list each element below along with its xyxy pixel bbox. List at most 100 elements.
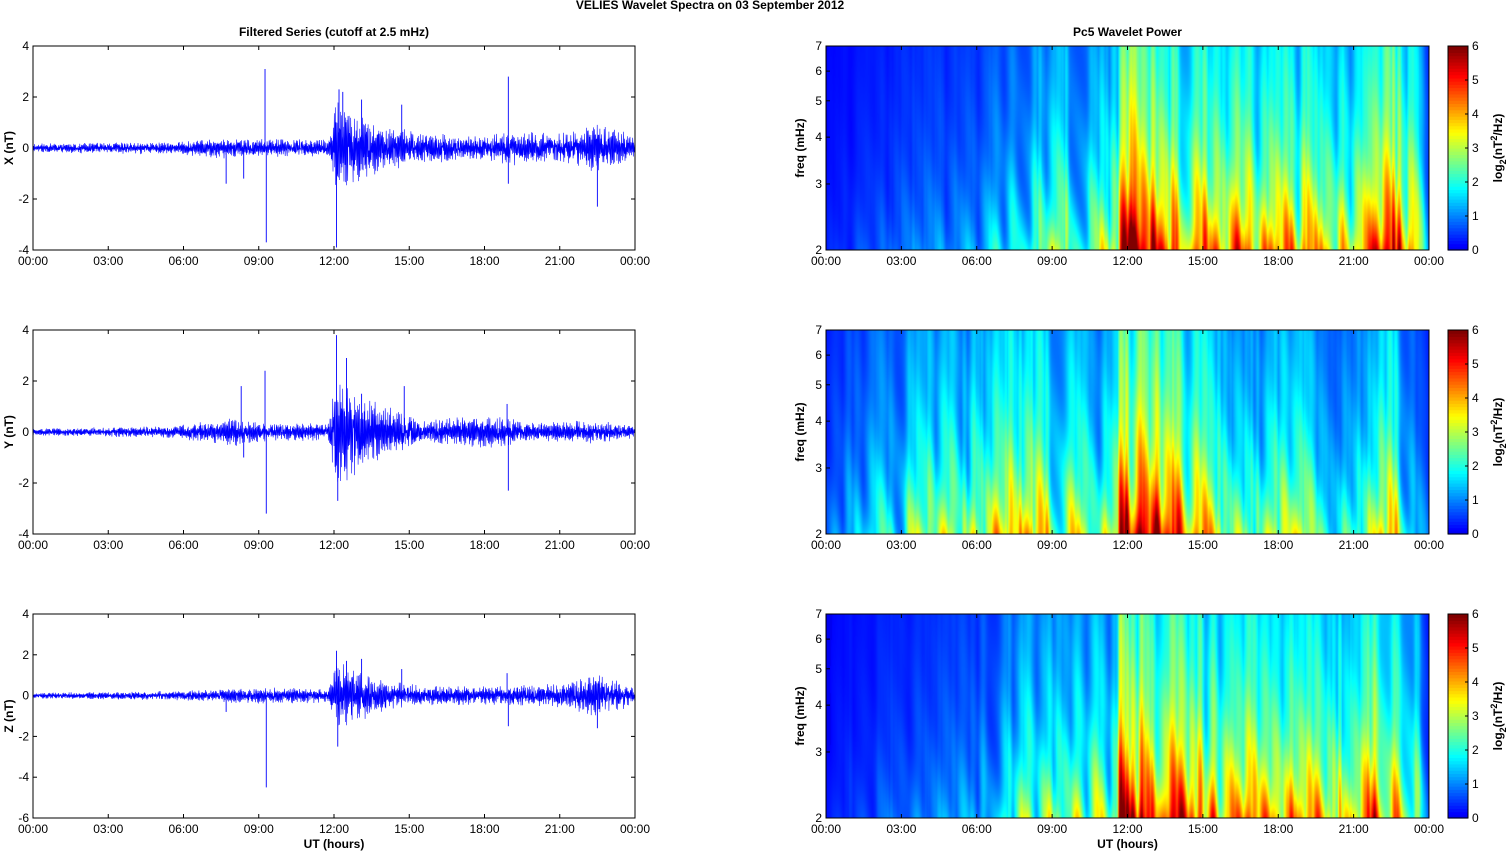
- colorbar-swatch: [1448, 199, 1468, 203]
- x-tick-label: 21:00: [1339, 254, 1369, 268]
- x-tick-label: 03:00: [93, 254, 123, 268]
- colorbar-swatch: [1448, 412, 1468, 417]
- x-tick-label: 21:00: [1339, 538, 1369, 552]
- heatmap-panel-4: 2 3 4 5 6 7 freq (mHz) 00:00 03:00 06:00 09:00 12:0…: [793, 323, 1508, 552]
- x-tick-label: 12:00: [319, 822, 349, 836]
- colorbar-swatch: [1448, 336, 1468, 341]
- colorbar-swatch: [1448, 808, 1468, 813]
- x-tick-label: 09:00: [1037, 822, 1067, 836]
- signal-trace: [32, 384, 636, 482]
- colorbar-tick-label: 3: [1472, 425, 1479, 439]
- x-tick-label: 12:00: [319, 254, 349, 268]
- colorbar-swatch: [1448, 352, 1468, 357]
- colorbar-swatch: [1448, 333, 1468, 337]
- colorbar-swatch: [1448, 132, 1468, 136]
- x-tick-label: 09:00: [1037, 538, 1067, 552]
- colorbar-swatch: [1448, 712, 1468, 717]
- colorbar-swatch: [1448, 731, 1468, 736]
- signal-trace: [32, 664, 636, 726]
- colorbar-swatch: [1448, 757, 1468, 762]
- colorbar-swatch: [1448, 661, 1468, 666]
- colorbar-swatch: [1448, 652, 1468, 657]
- colorbar-swatch: [1448, 498, 1468, 503]
- x-tick-label: 12:00: [1112, 538, 1142, 552]
- x-tick-label: 15:00: [394, 254, 424, 268]
- colorbar-swatch: [1448, 476, 1468, 481]
- y-tick-label: 2: [815, 811, 822, 825]
- x-tick-label: 00:00: [1414, 538, 1444, 552]
- y-tick-label: 7: [815, 39, 822, 53]
- colorbar-swatch: [1448, 629, 1468, 634]
- colorbar-swatch: [1448, 195, 1468, 200]
- colorbar-swatch: [1448, 416, 1468, 420]
- x-tick-label: 06:00: [962, 254, 992, 268]
- colorbar-swatch: [1448, 473, 1468, 478]
- x-tick-label: 21:00: [545, 822, 575, 836]
- colorbar-swatch: [1448, 403, 1468, 408]
- colorbar-swatch: [1448, 684, 1468, 688]
- colorbar-swatch: [1448, 109, 1468, 114]
- colorbar-swatch: [1448, 738, 1468, 743]
- colorbar-swatch: [1448, 489, 1468, 494]
- colorbar-swatch: [1448, 709, 1468, 714]
- colorbar-swatch: [1448, 674, 1468, 679]
- colorbar-tick-label: 5: [1472, 641, 1479, 655]
- colorbar-swatch: [1448, 116, 1468, 120]
- colorbar: 0 1 2 3 4 5 6 log2(nT2/Hz): [1447, 323, 1508, 541]
- colorbar-swatch: [1448, 160, 1468, 165]
- colorbar-swatch: [1448, 211, 1468, 216]
- colorbar-swatch: [1448, 642, 1468, 647]
- colorbar-swatch: [1448, 205, 1468, 210]
- colorbar-swatch: [1448, 665, 1468, 669]
- colorbar-swatch: [1448, 495, 1468, 500]
- colorbar-swatch: [1448, 463, 1468, 468]
- colorbar-swatch: [1448, 639, 1468, 644]
- colorbar-swatch: [1448, 409, 1468, 414]
- colorbar-swatch: [1448, 234, 1468, 238]
- y-tick-label: 5: [815, 662, 822, 676]
- colorbar-swatch: [1448, 492, 1468, 497]
- colorbar-swatch: [1448, 428, 1468, 433]
- colorbar-swatch: [1448, 176, 1468, 181]
- colorbar-swatch: [1448, 767, 1468, 771]
- y-tick-label: 5: [815, 94, 822, 108]
- colorbar-swatch: [1448, 725, 1468, 730]
- colorbar-tick-label: 1: [1472, 209, 1479, 223]
- colorbar-tick-label: 1: [1472, 777, 1479, 791]
- x-tick-label: 00:00: [1414, 254, 1444, 268]
- colorbar-swatch: [1448, 393, 1468, 398]
- colorbar-swatch: [1448, 671, 1468, 676]
- line-panel-0: -4 -2 0 2 4 X (nT) 00:00 03:00 06:00 09:00 12:00 15…: [2, 25, 650, 268]
- y-tick-label: -4: [18, 527, 29, 541]
- x-axis-label: UT (hours): [304, 837, 365, 851]
- colorbar-tick-label: 0: [1472, 811, 1479, 825]
- colorbar-swatch: [1448, 432, 1468, 436]
- y-tick-label: 4: [22, 39, 29, 53]
- y-tick-label: 2: [22, 374, 29, 388]
- colorbar-swatch: [1448, 802, 1468, 806]
- colorbar-swatch: [1448, 511, 1468, 516]
- x-axis-label: UT (hours): [1097, 837, 1158, 851]
- y-tick-label: 2: [22, 648, 29, 662]
- colorbar-tick-label: 0: [1472, 527, 1479, 541]
- colorbar-swatch: [1448, 620, 1468, 625]
- colorbar-swatch: [1448, 677, 1468, 682]
- colorbar-swatch: [1448, 744, 1468, 749]
- heatmap-panel-3: 2 3 4 5 6 7 freq (mHz) 00:00 03:00 06:00 09:00 12:0…: [793, 25, 1508, 268]
- colorbar-swatch: [1448, 696, 1468, 701]
- colorbar-tick-label: 6: [1472, 607, 1479, 621]
- colorbar-swatch: [1448, 342, 1468, 347]
- y-tick-label: 7: [815, 323, 822, 337]
- colorbar-swatch: [1448, 795, 1468, 800]
- colorbar-swatch: [1448, 514, 1468, 519]
- colorbar-swatch: [1448, 100, 1468, 104]
- colorbar-swatch: [1448, 502, 1468, 506]
- x-tick-label: 18:00: [469, 254, 499, 268]
- colorbar-swatch: [1448, 349, 1468, 353]
- colorbar-swatch: [1448, 208, 1468, 213]
- colorbar-swatch: [1448, 770, 1468, 774]
- colorbar-swatch: [1448, 700, 1468, 704]
- panel-title: Pc5 Wavelet Power: [1073, 25, 1182, 39]
- colorbar-swatch: [1448, 189, 1468, 194]
